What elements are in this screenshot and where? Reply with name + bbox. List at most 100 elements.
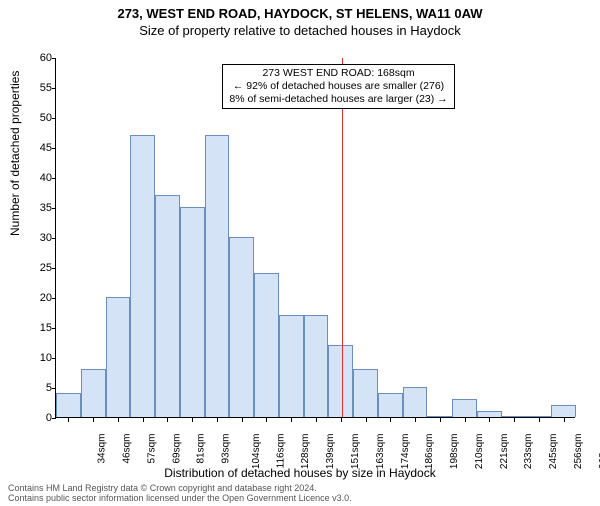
y-tick-mark: [52, 358, 56, 359]
histogram-chart: 273 WEST END ROAD: 168sqm ← 92% of detac…: [55, 58, 575, 418]
y-tick-mark: [52, 178, 56, 179]
histogram-bar: [304, 315, 329, 417]
y-tick-mark: [52, 238, 56, 239]
x-tick-label: 93sqm: [221, 434, 232, 464]
x-tick-mark: [143, 418, 144, 422]
y-tick-label: 0: [22, 412, 52, 424]
y-tick-mark: [52, 328, 56, 329]
x-tick-label: 198sqm: [449, 434, 460, 470]
bar-group: [56, 57, 576, 417]
x-tick-mark: [539, 418, 540, 422]
x-tick-label: 163sqm: [375, 434, 386, 470]
histogram-bar: [477, 411, 502, 417]
histogram-bar: [56, 393, 81, 417]
x-tick-mark: [514, 418, 515, 422]
x-tick-mark: [242, 418, 243, 422]
x-tick-label: 81sqm: [196, 434, 207, 464]
x-tick-mark: [341, 418, 342, 422]
y-tick-label: 10: [22, 352, 52, 364]
x-tick-label: 256sqm: [573, 434, 584, 470]
x-tick-label: 210sqm: [474, 434, 485, 470]
x-tick-mark: [440, 418, 441, 422]
x-tick-mark: [390, 418, 391, 422]
y-tick-label: 20: [22, 292, 52, 304]
histogram-bar: [180, 207, 205, 417]
histogram-bar: [427, 416, 452, 417]
x-tick-label: 116sqm: [275, 434, 286, 469]
x-tick-label: 139sqm: [325, 434, 336, 470]
x-tick-label: 151sqm: [350, 434, 361, 470]
x-tick-mark: [291, 418, 292, 422]
x-tick-mark: [366, 418, 367, 422]
page-subtitle: Size of property relative to detached ho…: [0, 23, 600, 38]
y-tick-mark: [52, 88, 56, 89]
x-tick-label: 57sqm: [146, 434, 157, 464]
histogram-bar: [81, 369, 106, 417]
y-tick-mark: [52, 388, 56, 389]
page-title: 273, WEST END ROAD, HAYDOCK, ST HELENS, …: [0, 6, 600, 21]
y-tick-label: 50: [22, 112, 52, 124]
histogram-bar: [452, 399, 477, 417]
x-tick-mark: [489, 418, 490, 422]
footer-line-2: Contains public sector information licen…: [8, 494, 352, 504]
info-line-2: ← 92% of detached houses are smaller (27…: [229, 80, 447, 93]
y-tick-label: 5: [22, 382, 52, 394]
y-tick-mark: [52, 148, 56, 149]
x-tick-label: 104sqm: [251, 434, 262, 470]
y-tick-label: 60: [22, 52, 52, 64]
info-box: 273 WEST END ROAD: 168sqm ← 92% of detac…: [222, 64, 454, 109]
x-tick-label: 245sqm: [548, 434, 559, 470]
x-tick-label: 233sqm: [523, 434, 534, 470]
y-tick-label: 30: [22, 232, 52, 244]
y-axis-label: Number of detached properties: [8, 71, 22, 236]
histogram-bar: [130, 135, 155, 417]
y-tick-label: 45: [22, 142, 52, 154]
x-tick-mark: [465, 418, 466, 422]
histogram-bar: [254, 273, 279, 417]
y-tick-mark: [52, 268, 56, 269]
x-tick-mark: [316, 418, 317, 422]
y-tick-mark: [52, 118, 56, 119]
y-tick-mark: [52, 58, 56, 59]
histogram-bar: [353, 369, 378, 417]
y-tick-label: 55: [22, 82, 52, 94]
histogram-bar: [328, 345, 353, 417]
histogram-bar: [106, 297, 131, 417]
x-tick-mark: [167, 418, 168, 422]
x-tick-mark: [217, 418, 218, 422]
copyright-footer: Contains HM Land Registry data © Crown c…: [8, 484, 352, 504]
y-tick-mark: [52, 298, 56, 299]
x-tick-mark: [266, 418, 267, 422]
x-axis-label: Distribution of detached houses by size …: [0, 466, 600, 480]
histogram-bar: [205, 135, 230, 417]
x-tick-label: 128sqm: [301, 434, 312, 470]
x-tick-label: 69sqm: [171, 434, 182, 464]
x-tick-label: 174sqm: [400, 434, 411, 470]
y-tick-label: 40: [22, 172, 52, 184]
info-line-1: 273 WEST END ROAD: 168sqm: [229, 67, 447, 80]
y-tick-label: 25: [22, 262, 52, 274]
histogram-bar: [279, 315, 304, 417]
x-tick-mark: [192, 418, 193, 422]
x-tick-mark: [415, 418, 416, 422]
x-tick-mark: [118, 418, 119, 422]
y-tick-mark: [52, 208, 56, 209]
x-tick-label: 46sqm: [122, 434, 133, 464]
info-line-3: 8% of semi-detached houses are larger (2…: [229, 93, 447, 106]
histogram-bar: [229, 237, 254, 417]
histogram-bar: [155, 195, 180, 417]
x-tick-mark: [93, 418, 94, 422]
histogram-bar: [378, 393, 403, 417]
x-tick-label: 186sqm: [424, 434, 435, 470]
histogram-bar: [502, 416, 527, 417]
histogram-bar: [526, 416, 551, 417]
x-tick-label: 34sqm: [97, 434, 108, 464]
histogram-bar: [403, 387, 428, 417]
y-tick-label: 15: [22, 322, 52, 334]
y-tick-label: 35: [22, 202, 52, 214]
x-tick-mark: [564, 418, 565, 422]
reference-line: [342, 58, 343, 417]
x-tick-mark: [68, 418, 69, 422]
x-tick-label: 221sqm: [499, 434, 510, 470]
plot-frame: 273 WEST END ROAD: 168sqm ← 92% of detac…: [55, 58, 575, 418]
